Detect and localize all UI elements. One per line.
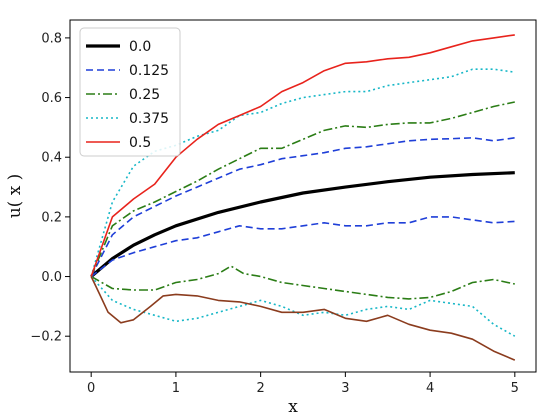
series-line-7 xyxy=(90,275,516,337)
legend-label: 0.125 xyxy=(129,63,169,79)
y-tick-label: 0.6 xyxy=(41,91,62,106)
x-tick-label: 4 xyxy=(426,381,434,396)
series-line-2 xyxy=(90,137,515,277)
y-tick-label: 0.8 xyxy=(41,31,62,46)
x-tick-label: 0 xyxy=(87,381,95,396)
x-tick-label: 2 xyxy=(256,381,264,396)
y-tick-label: −0.2 xyxy=(30,330,62,345)
series-line-9 xyxy=(90,276,516,361)
y-tick-label: 0.4 xyxy=(41,151,62,166)
series-line-5 xyxy=(90,265,515,300)
legend-label: 0.5 xyxy=(129,135,151,151)
plot-frame xyxy=(69,19,537,373)
legend-label: 0.25 xyxy=(129,87,160,103)
legend-box xyxy=(79,27,181,157)
x-tick-label: 3 xyxy=(341,381,349,396)
legend: 0.0 0.125 0.25 0.375 0.5 xyxy=(79,27,181,157)
axis-ticks: 0 1 2 3 4 5 −0.2 0.0 0.2 0.4 0.6 0.8 xyxy=(30,31,519,396)
x-tick-label: 1 xyxy=(172,381,180,396)
series-line-4 xyxy=(90,101,515,277)
y-tick-label: 0.2 xyxy=(41,210,62,225)
plot-lines xyxy=(90,34,516,361)
x-tick-label: 5 xyxy=(511,381,519,396)
series-line-1 xyxy=(90,171,515,278)
legend-label: 0.0 xyxy=(129,39,151,55)
series-line-3 xyxy=(90,216,515,278)
legend-label: 0.375 xyxy=(129,111,169,127)
series-line-8 xyxy=(90,34,515,277)
x-axis-label: x xyxy=(288,397,298,417)
y-tick-label: 0.0 xyxy=(41,270,62,285)
y-axis-label: u( x ) xyxy=(5,174,25,219)
